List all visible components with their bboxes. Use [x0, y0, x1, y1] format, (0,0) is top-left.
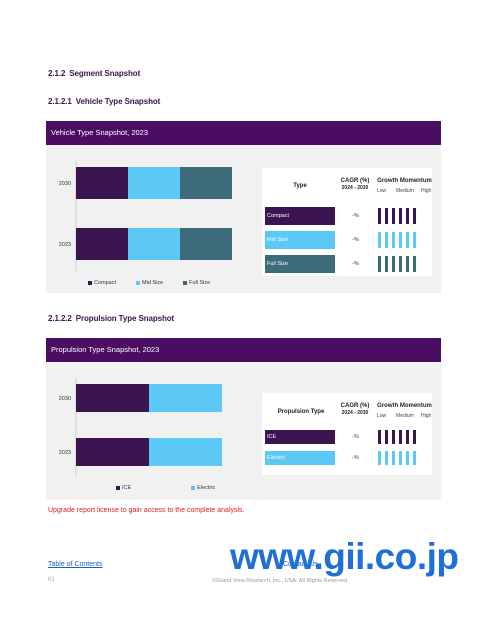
table-of-contents-link[interactable]: Table of Contents [48, 561, 103, 568]
legend-swatch [116, 486, 120, 490]
subsection-title: Vehicle Type Snapshot [75, 97, 161, 106]
vehicle-growth-table: Type CAGR (%) 2024 - 2030 Growth Momentu… [262, 168, 432, 276]
cagr-range: 2024 - 2030 [341, 185, 369, 191]
row-cagr: -% [352, 237, 359, 243]
bar-ice-2023 [76, 438, 149, 466]
col-growth-header: Growth Momentum [377, 403, 432, 409]
legend-item-ice: ICE [116, 485, 131, 491]
col-type-header: Propulsion Type [277, 409, 325, 415]
subsection-number: 2.1.2.2 [48, 314, 72, 323]
y-tick-label: 2023 [59, 242, 71, 248]
propulsion-growth-table: Propulsion Type CAGR (%) 2024 - 2030 Gro… [262, 393, 432, 475]
page-number: 61 [48, 577, 55, 583]
bar-full-size-2023 [180, 228, 232, 260]
upgrade-note: Upgrade report license to gain access to… [48, 507, 245, 514]
growth-high: High [421, 188, 432, 194]
legend-label: ICE [122, 485, 132, 491]
section-title: Segment Snapshot [69, 69, 141, 78]
legend-label: Mid Size [142, 280, 164, 286]
bar-mid-size-2023 [128, 228, 180, 260]
col-cagr-header: CAGR (%) 2024 - 2030 [338, 178, 372, 192]
propulsion-panel-title: Propulsion Type Snapshot, 2023 [46, 338, 441, 362]
legend-swatch [183, 281, 188, 285]
watermark: www.gii.co.jp [230, 536, 459, 577]
y-tick-label: 2023 [59, 450, 71, 456]
row-electric: Electric [265, 451, 335, 465]
subsection-title: Propulsion Type Snapshot [75, 314, 175, 323]
y-tick-label: 2030 [59, 181, 71, 187]
y-tick-label: 2030 [59, 396, 71, 402]
legend-item-midsize: Mid Size [136, 280, 163, 286]
growth-bars [378, 256, 416, 272]
section-heading: 2.1.2 Segment Snapshot [48, 69, 140, 78]
vehicle-type-panel: Vehicle Type Snapshot, 2023 2030 2023 Com… [46, 121, 441, 293]
growth-bars [378, 208, 416, 224]
growth-high: High [421, 413, 432, 419]
cagr-label: CAGR (%) [340, 178, 370, 184]
propulsion-type-chart: 2030 2023 [59, 378, 222, 476]
bar-full-size-2030 [180, 167, 232, 199]
row-cagr: -% [352, 455, 359, 461]
legend-swatch [88, 281, 92, 285]
bar-compact-2023 [76, 228, 128, 260]
growth-low: Low [377, 413, 387, 419]
growth-bars [378, 430, 416, 444]
growth-medium: Medium [396, 413, 414, 419]
subsection-number: 2.1.2.1 [48, 97, 72, 106]
row-compact: Compact [265, 207, 335, 225]
bar-electric-2030 [149, 384, 222, 412]
legend-swatch [191, 486, 196, 490]
growth-bars [378, 451, 416, 465]
section-number: 2.1.2 [48, 69, 66, 78]
legend-label: Electric [197, 485, 216, 491]
row-midsize: Mid Size [265, 231, 335, 249]
col-cagr-header: CAGR (%) 2024 - 2030 [338, 403, 372, 417]
cagr-range: 2024 - 2030 [341, 410, 369, 416]
row-fullsize: Full Size [265, 255, 335, 273]
row-ice: ICE [265, 430, 335, 444]
vehicle-legend: Compact Mid Size Full Size [88, 280, 210, 286]
subsection-heading-vehicle: 2.1.2.1 Vehicle Type Snapshot [48, 97, 160, 106]
legend-item-electric: Electric [191, 485, 215, 491]
row-cagr: -% [352, 434, 359, 440]
legend-label: Compact [94, 280, 117, 286]
vehicle-panel-title: Vehicle Type Snapshot, 2023 [46, 121, 441, 145]
bar-ice-2030 [76, 384, 149, 412]
col-growth-header: Growth Momentum [377, 178, 432, 184]
bar-mid-size-2030 [128, 167, 180, 199]
copyright: ©Grand View Research, Inc., USA. All Rig… [212, 578, 348, 584]
growth-bars [378, 232, 416, 248]
legend-label: Full Size [189, 280, 211, 286]
cagr-label: CAGR (%) [340, 403, 370, 409]
growth-low: Low [377, 188, 387, 194]
legend-item-fullsize: Full Size [183, 280, 210, 286]
growth-medium: Medium [396, 188, 414, 194]
row-cagr: -% [352, 261, 359, 267]
propulsion-type-panel: Propulsion Type Snapshot, 2023 2030 2023 … [46, 338, 441, 500]
legend-item-compact: Compact [88, 280, 116, 286]
propulsion-legend: ICE Electric [116, 485, 215, 491]
col-type-header: Type [293, 183, 307, 189]
vehicle-type-chart: 2030 2023 [59, 161, 232, 271]
subsection-heading-propulsion: 2.1.2.2 Propulsion Type Snapshot [48, 314, 174, 323]
bar-electric-2023 [149, 438, 222, 466]
contact-us-link[interactable]: Contact Us [283, 561, 318, 568]
row-cagr: -% [352, 213, 359, 219]
legend-swatch [136, 281, 141, 285]
bar-compact-2030 [76, 167, 128, 199]
